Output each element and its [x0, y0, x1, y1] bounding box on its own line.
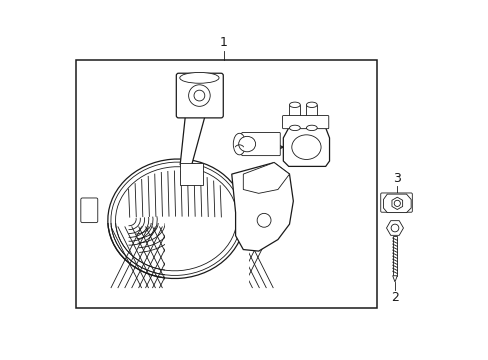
Polygon shape — [180, 114, 205, 165]
Ellipse shape — [291, 135, 321, 159]
Ellipse shape — [306, 125, 317, 131]
Ellipse shape — [289, 102, 300, 108]
Bar — [84, 222, 107, 300]
Ellipse shape — [289, 125, 300, 131]
Bar — [99, 126, 268, 222]
Bar — [76, 60, 376, 308]
Polygon shape — [231, 163, 293, 251]
Ellipse shape — [306, 102, 317, 108]
Polygon shape — [243, 163, 289, 193]
Ellipse shape — [238, 136, 255, 152]
Ellipse shape — [115, 167, 237, 271]
Ellipse shape — [111, 162, 241, 275]
FancyBboxPatch shape — [282, 116, 328, 129]
FancyBboxPatch shape — [176, 73, 223, 118]
FancyBboxPatch shape — [241, 132, 280, 156]
Ellipse shape — [233, 133, 245, 155]
Polygon shape — [283, 128, 329, 166]
Circle shape — [188, 85, 210, 106]
Circle shape — [194, 90, 204, 101]
Bar — [164, 222, 249, 300]
Bar — [289, 105, 300, 128]
Ellipse shape — [108, 159, 244, 279]
Text: 1: 1 — [220, 36, 227, 49]
Circle shape — [393, 200, 400, 206]
Text: 2: 2 — [390, 291, 398, 304]
Bar — [180, 163, 203, 185]
Polygon shape — [383, 194, 410, 213]
Polygon shape — [392, 276, 396, 282]
Ellipse shape — [180, 72, 219, 83]
Text: 4: 4 — [260, 141, 268, 154]
FancyBboxPatch shape — [81, 198, 98, 222]
Text: 3: 3 — [392, 172, 401, 185]
Circle shape — [257, 213, 270, 227]
Circle shape — [390, 224, 398, 232]
FancyBboxPatch shape — [380, 193, 411, 212]
Bar — [392, 237, 396, 276]
Bar — [306, 105, 317, 128]
